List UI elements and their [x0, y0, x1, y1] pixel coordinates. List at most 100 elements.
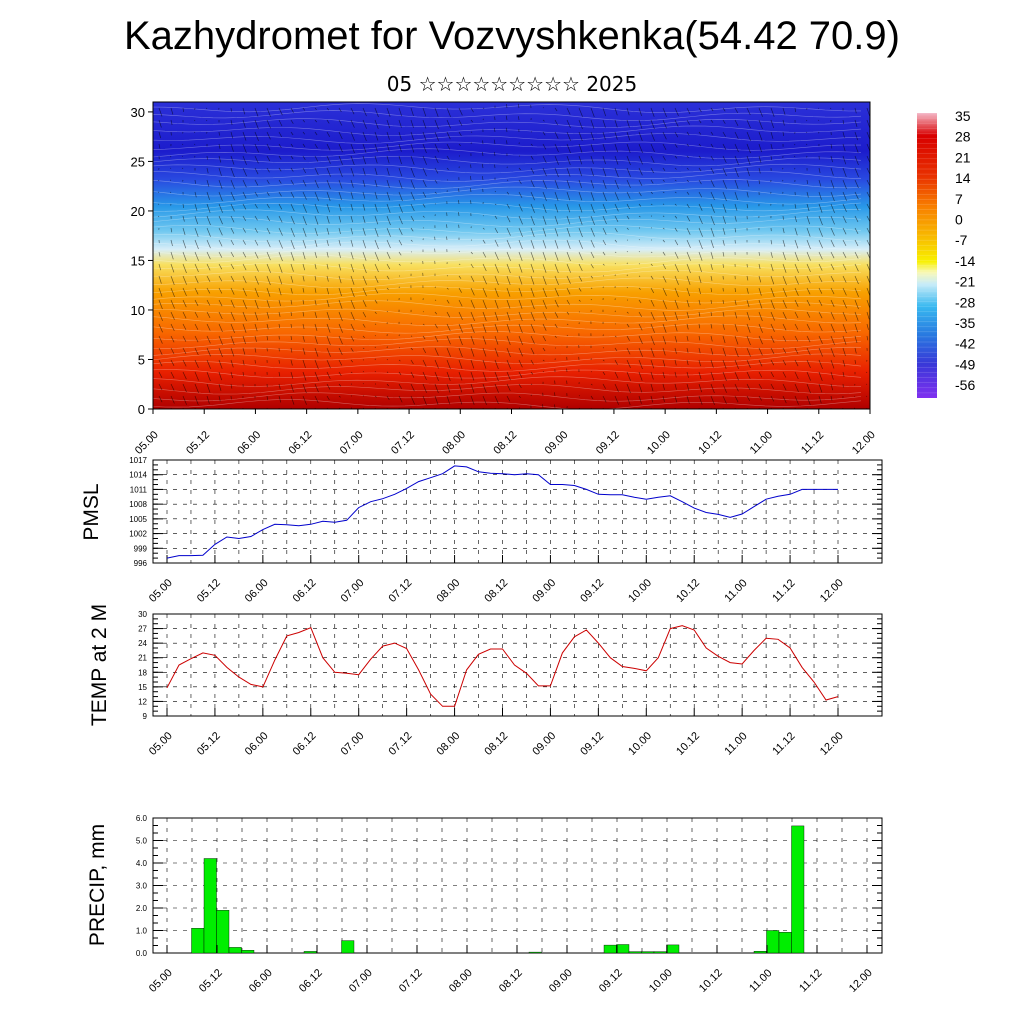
- wind-barb: [650, 179, 654, 184]
- wind-barb: [362, 287, 367, 297]
- wind-barb: [602, 155, 606, 165]
- wind-barb: [566, 119, 571, 129]
- wind-barb: [230, 227, 235, 234]
- wind-barb: [854, 143, 859, 153]
- wind-barb: [230, 239, 235, 246]
- wind-barb: [242, 263, 247, 271]
- wind-barb: [698, 239, 703, 250]
- wind-barb: [446, 371, 451, 382]
- wind-barb: [602, 203, 607, 213]
- wind-barb: [722, 395, 727, 404]
- wind-barb: [782, 119, 785, 126]
- wind-barb: [482, 140, 484, 145]
- wind-barb: [830, 143, 833, 149]
- wind-barb: [530, 335, 535, 344]
- wind-barb: [254, 239, 259, 246]
- wind-barb: [854, 227, 859, 234]
- wind-barb: [242, 227, 246, 233]
- wind-barb: [842, 275, 847, 283]
- wind-barb: [554, 167, 559, 178]
- wind-barb: [518, 263, 523, 273]
- wind-barb: [506, 140, 508, 145]
- wind-barb: [290, 323, 292, 328]
- wind-barb: [302, 311, 305, 317]
- wind-barb: [794, 215, 797, 223]
- isotherm-line: [153, 247, 862, 258]
- wind-barb: [638, 371, 643, 381]
- wind-barb: [158, 383, 163, 391]
- wind-barb: [638, 107, 642, 117]
- wind-barb: [374, 107, 379, 118]
- wind-barb: [410, 383, 415, 392]
- wind-barb: [698, 371, 702, 380]
- wind-barb: [350, 263, 355, 273]
- wind-barb: [602, 263, 605, 266]
- wind-barb: [770, 119, 775, 129]
- wind-barb: [758, 311, 763, 322]
- wind-barb: [482, 251, 487, 258]
- wind-barb: [590, 167, 594, 177]
- wind-barb: [578, 299, 581, 302]
- wind-barb: [602, 143, 606, 152]
- wind-barb: [506, 239, 511, 249]
- wind-barb: [482, 227, 485, 230]
- wind-barb: [398, 286, 400, 289]
- wind-barb: [314, 335, 318, 344]
- wind-barb: [230, 323, 235, 334]
- wind-barb: [506, 191, 510, 195]
- wind-barb: [362, 251, 367, 261]
- wind-barb: [542, 227, 547, 237]
- wind-barb: [746, 179, 750, 187]
- wind-barb: [458, 299, 463, 307]
- wind-barb: [734, 227, 737, 233]
- wind-barb: [458, 359, 463, 369]
- wind-barb: [626, 155, 631, 166]
- wind-barb: [410, 371, 415, 378]
- wind-barb: [662, 239, 665, 243]
- wind-barb: [590, 275, 594, 279]
- wind-barb: [386, 263, 391, 270]
- wind-barb: [242, 335, 246, 345]
- temp-y-tick-label: 27: [138, 625, 147, 634]
- wind-barb: [170, 239, 173, 246]
- isotherm-line: [153, 331, 862, 342]
- wind-barb: [806, 359, 811, 368]
- wind-barb: [182, 227, 186, 236]
- wind-barb: [194, 371, 199, 381]
- wind-barb: [710, 347, 714, 355]
- wind-barb: [194, 395, 199, 406]
- wind-barb: [230, 215, 235, 223]
- isotherm-line: [153, 262, 862, 273]
- wind-barbs-layer: [153, 103, 870, 409]
- wind-barb: [290, 263, 294, 272]
- wind-barb: [254, 155, 259, 164]
- heatmap-x-axis: 05.00 05.12 06.00 06.12 07.00 07.12 08.00 08.12…: [133, 409, 878, 457]
- wind-barb: [266, 311, 270, 319]
- wind-barb: [398, 203, 403, 213]
- wind-barb: [422, 359, 427, 367]
- wind-barb: [410, 167, 415, 178]
- precip-x-tick-label: 09.12: [597, 967, 625, 995]
- wind-barb: [758, 143, 762, 153]
- wind-barb: [434, 395, 439, 405]
- wind-barb: [614, 383, 619, 392]
- wind-barb: [230, 119, 233, 126]
- wind-barb: [326, 119, 330, 124]
- wind-barb: [710, 203, 715, 213]
- wind-barb: [566, 167, 571, 177]
- wind-barb: [278, 203, 283, 210]
- wind-barb: [602, 215, 607, 225]
- wind-barb: [374, 370, 376, 373]
- wind-barb: [614, 131, 618, 140]
- pmsl-x-tick-label: 07.00: [339, 577, 367, 605]
- pmsl-x-axis: 05.00 05.12 06.00 06.12 07.00 07.12 08.00 08.12…: [147, 555, 846, 605]
- wind-barb: [818, 179, 822, 187]
- wind-barb: [230, 203, 235, 212]
- wind-barb: [350, 359, 354, 363]
- wind-barb: [650, 155, 655, 163]
- wind-barb: [590, 107, 595, 118]
- wind-barb: [674, 311, 679, 321]
- wind-barb: [854, 335, 858, 343]
- wind-barb: [854, 251, 859, 259]
- wind-barb: [158, 287, 163, 297]
